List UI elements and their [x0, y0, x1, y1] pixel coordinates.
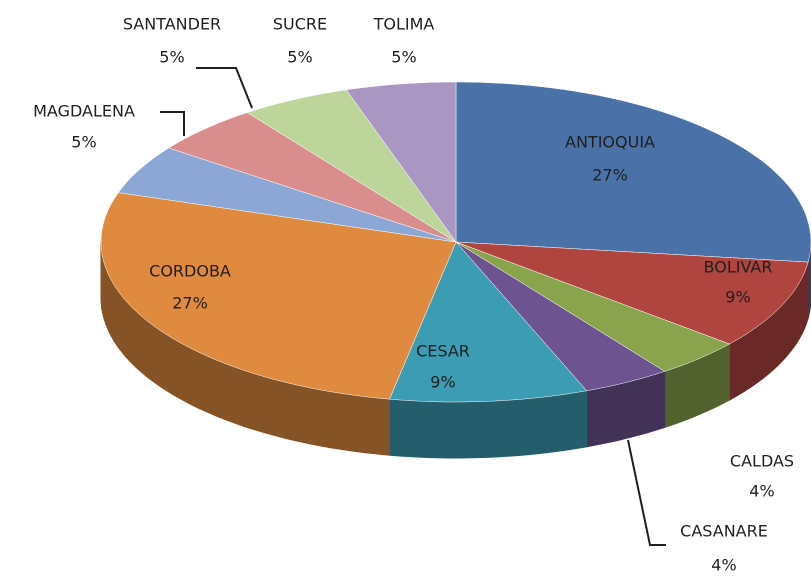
slice-value-label: 27% — [172, 294, 208, 313]
leader-line — [160, 111, 185, 136]
slice-value-label: 5% — [287, 48, 312, 67]
slice — [455, 81, 811, 263]
leader-line — [627, 439, 666, 546]
slice — [455, 241, 666, 392]
slice-value-label: 4% — [711, 556, 736, 575]
slice-value-label: 5% — [71, 133, 96, 152]
leader-line — [196, 67, 253, 109]
slice-value-label: 9% — [725, 288, 750, 307]
slice — [168, 112, 457, 243]
slice-label: CORDOBA — [149, 262, 231, 281]
slice-label: SANTANDER — [123, 15, 221, 34]
slice — [389, 241, 588, 403]
slice — [455, 241, 731, 372]
slice-value-label: 4% — [749, 482, 774, 501]
slice-label: CALDAS — [730, 452, 794, 471]
slice-value-label: 27% — [592, 166, 628, 185]
slice-label: CESAR — [416, 342, 470, 361]
slice-value-label: 5% — [159, 48, 184, 67]
slice-label: SUCRE — [273, 15, 327, 34]
slice — [100, 192, 457, 400]
slice-label: BOLIVAR — [704, 258, 773, 277]
slice — [455, 241, 809, 345]
slice-value-label: 5% — [391, 48, 416, 67]
slice-label: TOLIMA — [373, 15, 435, 34]
slice-label: ANTIOQUIA — [565, 133, 655, 152]
slice — [345, 81, 457, 243]
slice — [117, 147, 457, 243]
slice-label: MAGDALENA — [33, 102, 135, 121]
slice-label: CASANARE — [680, 522, 768, 541]
slice — [246, 89, 457, 243]
slice-value-label: 9% — [430, 373, 455, 392]
